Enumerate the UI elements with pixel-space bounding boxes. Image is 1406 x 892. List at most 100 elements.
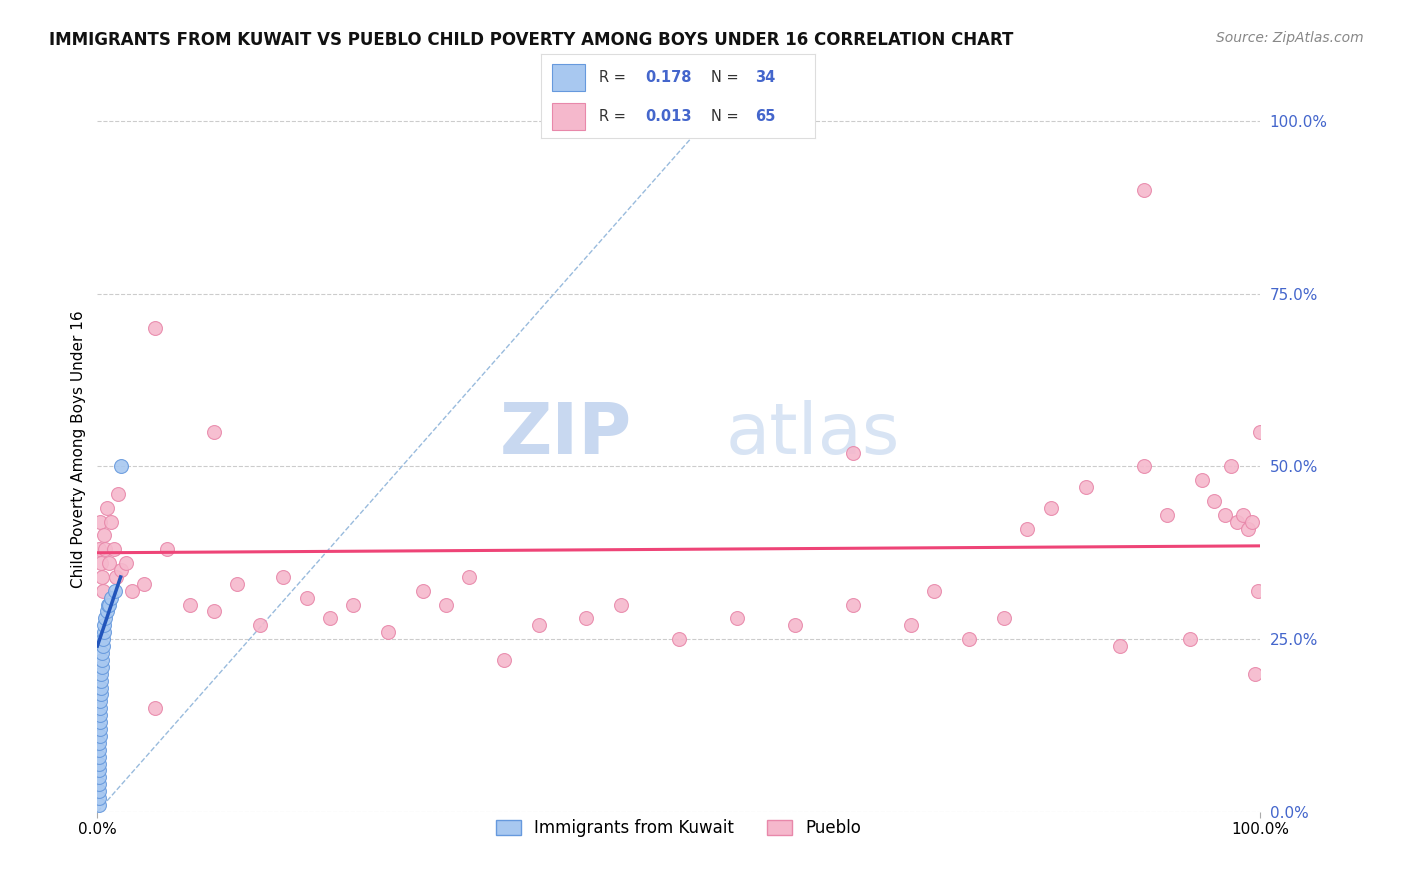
Legend: Immigrants from Kuwait, Pueblo: Immigrants from Kuwait, Pueblo (489, 812, 869, 844)
Point (434, 598, 457, 612)
Point (90, 681, 112, 695)
Point (115, 556, 138, 570)
Point (412, 583, 434, 598)
Point (89, 714, 111, 729)
Point (89, 708, 111, 723)
Point (89, 722, 111, 736)
Point (110, 459, 132, 474)
Point (295, 591, 318, 605)
Point (91, 570, 114, 584)
Point (104, 583, 127, 598)
Point (1191, 473, 1213, 487)
Point (609, 598, 631, 612)
Point (89, 694, 111, 708)
Point (87, 736, 110, 750)
Point (1249, 425, 1271, 439)
Point (90, 556, 112, 570)
Point (89, 729, 111, 743)
Text: atlas: atlas (725, 401, 900, 469)
Point (202, 605, 225, 619)
Point (87, 777, 110, 791)
Text: N =: N = (711, 70, 744, 85)
Point (668, 632, 690, 647)
Point (1226, 515, 1249, 529)
Point (145, 701, 167, 715)
Text: IMMIGRANTS FROM KUWAIT VS PUEBLO CHILD POVERTY AMONG BOYS UNDER 16 CORRELATION C: IMMIGRANTS FROM KUWAIT VS PUEBLO CHILD P… (49, 31, 1014, 49)
Point (1237, 522, 1260, 536)
Point (527, 618, 550, 632)
Bar (553, 103, 585, 130)
Text: R =: R = (599, 70, 630, 85)
Point (91, 646, 114, 660)
Text: 0.013: 0.013 (645, 109, 692, 124)
Bar (553, 63, 585, 91)
Point (1219, 459, 1241, 474)
Text: Source: ZipAtlas.com: Source: ZipAtlas.com (1216, 31, 1364, 45)
Point (202, 425, 225, 439)
Point (1132, 459, 1154, 474)
Point (1180, 632, 1202, 647)
Point (104, 570, 127, 584)
Point (1017, 522, 1039, 536)
Point (90, 673, 112, 688)
Point (107, 487, 129, 501)
Point (132, 577, 155, 591)
Point (93, 625, 115, 640)
Point (94, 542, 117, 557)
Point (87, 784, 110, 798)
Point (494, 653, 516, 667)
Point (842, 598, 865, 612)
Point (91, 583, 114, 598)
Point (1244, 666, 1267, 681)
Point (96, 500, 118, 515)
Point (725, 611, 748, 625)
Point (91, 639, 114, 653)
Point (98, 556, 121, 570)
Point (1202, 494, 1225, 508)
Point (1156, 508, 1178, 522)
Point (1247, 583, 1270, 598)
Point (87, 797, 110, 812)
Point (900, 618, 922, 632)
Point (842, 445, 865, 459)
Point (87, 756, 110, 771)
Point (89, 701, 111, 715)
Point (1074, 480, 1097, 494)
Point (1132, 183, 1154, 197)
Point (273, 570, 295, 584)
Point (87, 742, 110, 756)
Point (1232, 508, 1254, 522)
Point (783, 618, 806, 632)
Text: 0.178: 0.178 (645, 70, 692, 85)
Point (1109, 639, 1132, 653)
Point (87, 791, 110, 805)
Point (98, 598, 121, 612)
Point (96, 605, 118, 619)
Point (87, 770, 110, 784)
Point (1240, 515, 1263, 529)
Point (100, 591, 122, 605)
Point (924, 583, 946, 598)
Point (458, 570, 481, 584)
Point (87, 764, 110, 778)
Point (97, 598, 120, 612)
Point (377, 625, 399, 640)
Point (957, 632, 980, 647)
Point (89, 515, 111, 529)
Point (993, 611, 1015, 625)
Point (87, 542, 110, 557)
Point (93, 528, 115, 542)
Point (225, 577, 247, 591)
Y-axis label: Child Poverty Among Boys Under 16: Child Poverty Among Boys Under 16 (72, 310, 86, 588)
Point (91, 653, 114, 667)
Point (1039, 500, 1062, 515)
Point (319, 611, 342, 625)
Text: 65: 65 (755, 109, 776, 124)
Point (575, 611, 598, 625)
Point (249, 618, 271, 632)
Point (156, 542, 179, 557)
Point (100, 515, 122, 529)
Point (91, 632, 114, 647)
Text: ZIP: ZIP (501, 401, 633, 469)
Point (342, 598, 364, 612)
